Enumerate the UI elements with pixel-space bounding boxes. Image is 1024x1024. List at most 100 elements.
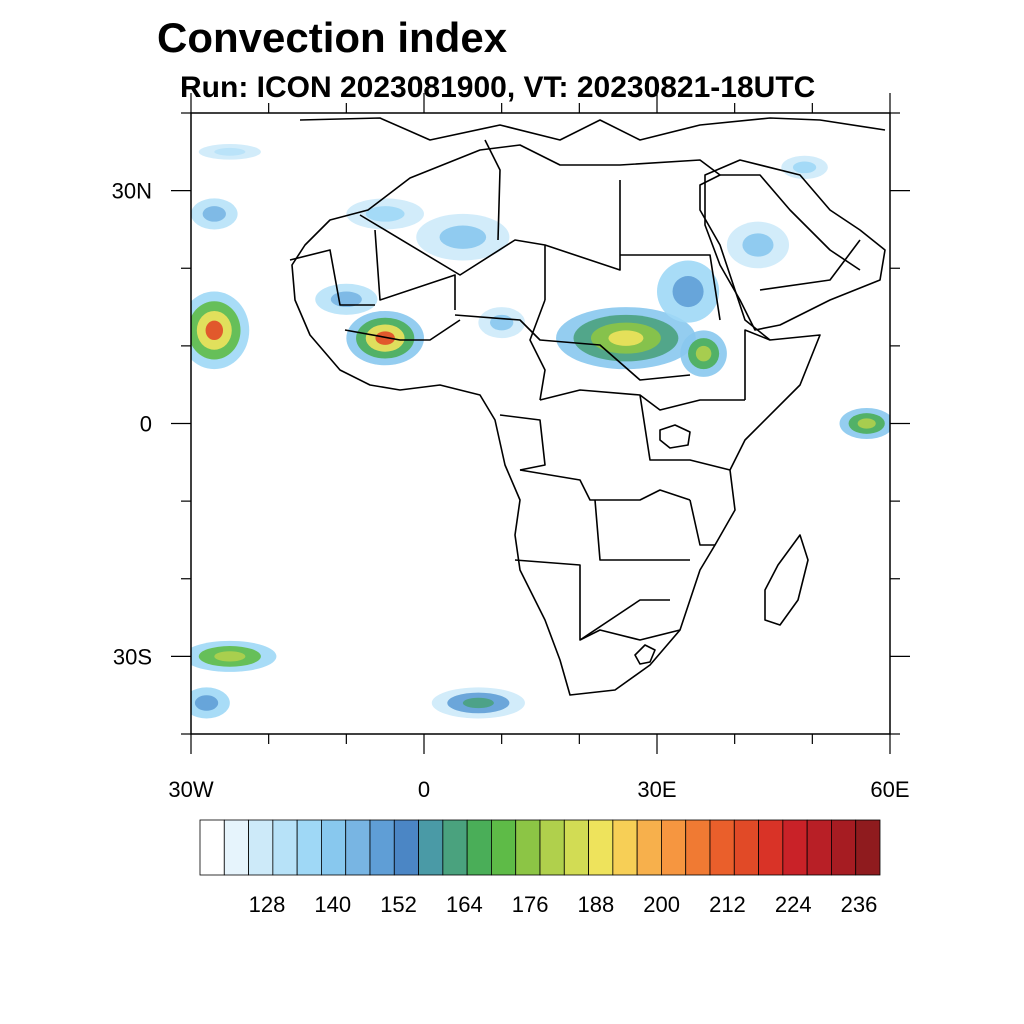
convection-contour: [792, 161, 817, 174]
border-line: [620, 254, 721, 321]
colorbar-swatch: [782, 819, 808, 876]
axis-labels: 30W 0 30E 60E 30N 0 30S: [112, 179, 910, 802]
convection-cell-sudan-cluster: [657, 260, 720, 323]
convection-cell-atlantic-west-patch: [191, 198, 238, 230]
border-line: [539, 389, 745, 411]
colorbar: [199, 819, 881, 876]
colorbar-label: 224: [775, 892, 812, 917]
convection-cell-atlantic-storm-north: [191, 291, 250, 370]
border-line: [374, 229, 456, 310]
border-line: [514, 559, 670, 641]
convection-cell-nigeria-patch: [478, 307, 525, 339]
map-subtitle: Run: ICON 2023081900, VT: 20230821-18UTC: [180, 71, 816, 104]
border-line: [720, 174, 861, 271]
lon-tick-label: 30W: [168, 777, 213, 802]
convection-contour: [214, 651, 246, 662]
border-line: [639, 394, 731, 471]
colorbar-labels: 128 140 152 164 176 188 200 212 224 236: [249, 892, 878, 917]
madagascar-coastline: [764, 534, 809, 626]
convection-cell-central-africa-cluster: [556, 307, 696, 370]
border-line: [344, 319, 461, 341]
colorbar-swatch: [733, 819, 759, 876]
convection-cell-sahel-west: [315, 283, 378, 315]
colorbar-label: 152: [380, 892, 417, 917]
colorbar-swatch: [806, 819, 832, 876]
border-line: [579, 629, 681, 641]
convection-cell-atlantic-band-south: [191, 640, 277, 672]
border-line: [689, 499, 715, 546]
colorbar-swatch: [563, 819, 589, 876]
map-title: Convection index: [157, 14, 508, 61]
convection-contour: [742, 233, 774, 257]
border-line: [359, 214, 546, 300]
convection-cell-atlantic-band-far-south: [191, 687, 230, 719]
colorbar-swatch: [248, 819, 274, 876]
colorbar-swatch: [539, 819, 565, 876]
colorbar-label: 188: [578, 892, 615, 917]
colorbar-label: 236: [841, 892, 878, 917]
convection-contour: [857, 418, 876, 429]
colorbar-swatch: [442, 819, 468, 876]
lesotho-border: [634, 644, 656, 665]
axis-ticks: [171, 93, 910, 754]
colorbar-swatch: [831, 819, 857, 876]
colorbar-swatch: [272, 819, 298, 876]
border-line: [484, 139, 501, 241]
convection-contour: [214, 147, 246, 156]
convection-field: [191, 144, 890, 719]
colorbar-label: 200: [643, 892, 680, 917]
border-line: [744, 329, 771, 400]
country-borders: [289, 117, 886, 696]
colorbar-label: 140: [314, 892, 351, 917]
border-line: [499, 414, 546, 471]
colorbar-swatch: [199, 819, 225, 876]
border-line: [519, 469, 691, 501]
convection-cell-mediterranean-patch: [198, 144, 261, 160]
colorbar-label: 128: [249, 892, 286, 917]
colorbar-swatch: [515, 819, 541, 876]
lon-tick-label: 60E: [870, 777, 909, 802]
convection-contour: [490, 314, 514, 331]
europe-coastline: [299, 117, 886, 141]
colorbar-swatch: [345, 819, 371, 876]
lon-tick-label: 30E: [637, 777, 676, 802]
lat-tick-label: 30N: [112, 179, 152, 204]
lat-tick-label: 0: [140, 412, 152, 437]
lat-tick-label: 30S: [113, 644, 152, 669]
convection-contour: [695, 345, 712, 362]
colorbar-swatch: [223, 819, 249, 876]
border-line: [759, 239, 861, 291]
colorbar-swatch: [661, 819, 687, 876]
colorbar-swatch: [685, 819, 711, 876]
colorbar-swatch: [758, 819, 784, 876]
border-line: [529, 299, 546, 401]
convection-cell-ethiopia-cluster: [680, 330, 727, 377]
colorbar-swatch: [418, 819, 444, 876]
colorbar-swatch: [321, 819, 347, 876]
convection-cell-south-atlantic-storm: [431, 687, 525, 719]
colorbar-label: 176: [512, 892, 549, 917]
colorbar-label: 212: [709, 892, 746, 917]
border-line: [454, 314, 691, 381]
convection-contour: [439, 225, 487, 249]
colorbar-swatch: [491, 819, 517, 876]
convection-contour: [202, 206, 226, 222]
colorbar-swatch: [709, 819, 735, 876]
convection-cell-algeria-patch: [346, 198, 424, 230]
convection-contour: [365, 206, 405, 222]
convection-contour: [462, 697, 494, 709]
convection-contour: [608, 330, 644, 346]
arabia-coastline: [704, 159, 886, 331]
border-line: [594, 499, 690, 561]
colorbar-swatch: [855, 819, 881, 876]
convection-contour: [672, 276, 704, 308]
colorbar-label: 164: [446, 892, 483, 917]
convection-cell-sahel-north: [416, 213, 510, 261]
lake-victoria: [659, 424, 691, 449]
colorbar-swatch: [369, 819, 395, 876]
colorbar-swatch: [393, 819, 419, 876]
lon-tick-label: 0: [418, 777, 430, 802]
colorbar-swatch: [636, 819, 662, 876]
colorbar-swatch: [588, 819, 614, 876]
